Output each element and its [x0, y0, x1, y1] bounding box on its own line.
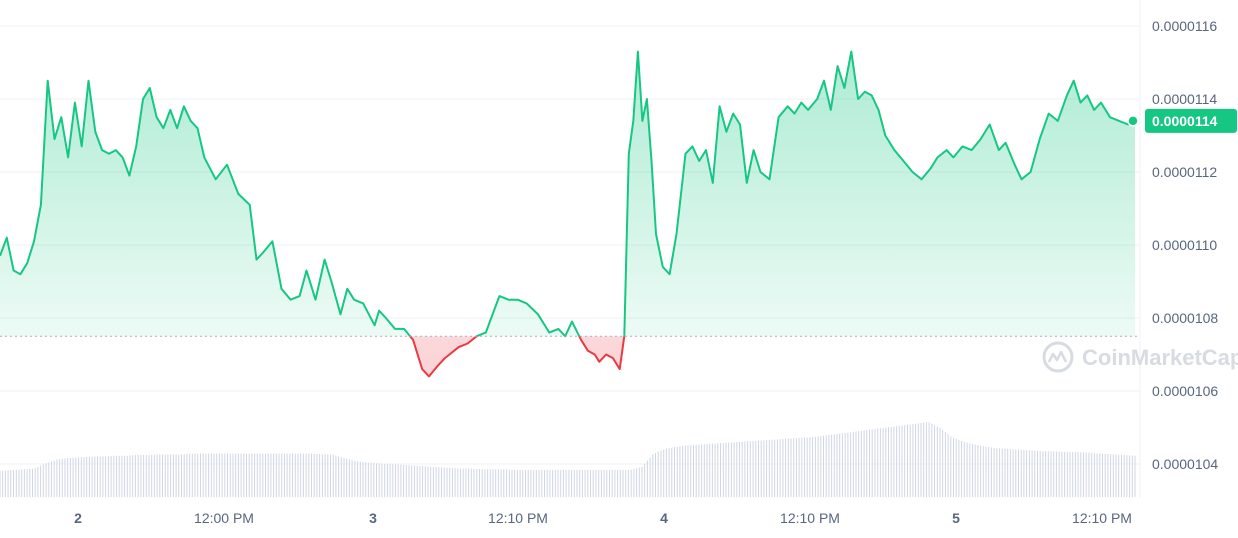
y-tick-label: 0.0000112 — [1152, 164, 1217, 180]
x-axis-ticks: 2 12:00 PM 3 12:10 PM 4 12:10 PM 5 12:10 PM — [74, 510, 1132, 526]
y-tick-label: 0.0000110 — [1152, 237, 1217, 253]
y-tick-label: 0.0000106 — [1152, 383, 1218, 399]
x-tick-label: 5 — [952, 510, 960, 526]
y-tick-label: 0.0000108 — [1152, 310, 1218, 326]
x-tick-label: 12:10 PM — [1072, 510, 1132, 526]
y-tick-label: 0.0000114 — [1152, 91, 1217, 107]
current-price-marker: 0.0000114 — [1127, 108, 1237, 133]
watermark-text: CoinMarketCap — [1082, 345, 1238, 370]
x-tick-label: 12:10 PM — [780, 510, 840, 526]
y-tick-label: 0.0000104 — [1152, 456, 1218, 472]
coinmarketcap-logo-icon — [1042, 341, 1074, 373]
price-area-up — [0, 51, 1135, 337]
current-price-label: 0.0000114 — [1152, 113, 1218, 129]
x-tick-label: 12:00 PM — [194, 510, 254, 526]
y-tick-label: 0.0000116 — [1152, 18, 1217, 34]
current-price-dot — [1127, 115, 1139, 127]
price-line — [0, 50, 1136, 378]
price-area — [0, 51, 1135, 377]
x-tick-label: 3 — [369, 510, 377, 526]
watermark: CoinMarketCap — [1042, 341, 1238, 373]
volume-bars — [0, 422, 1136, 497]
x-tick-label: 4 — [660, 510, 668, 526]
y-axis-ticks: 0.0000116 0.0000114 0.0000112 0.0000110 0.00… — [1152, 18, 1218, 472]
price-line-down — [408, 336, 626, 378]
price-line-up — [0, 50, 1136, 337]
x-tick-label: 2 — [74, 510, 82, 526]
current-price-badge — [1145, 108, 1237, 133]
x-tick-label: 12:10 PM — [488, 510, 548, 526]
